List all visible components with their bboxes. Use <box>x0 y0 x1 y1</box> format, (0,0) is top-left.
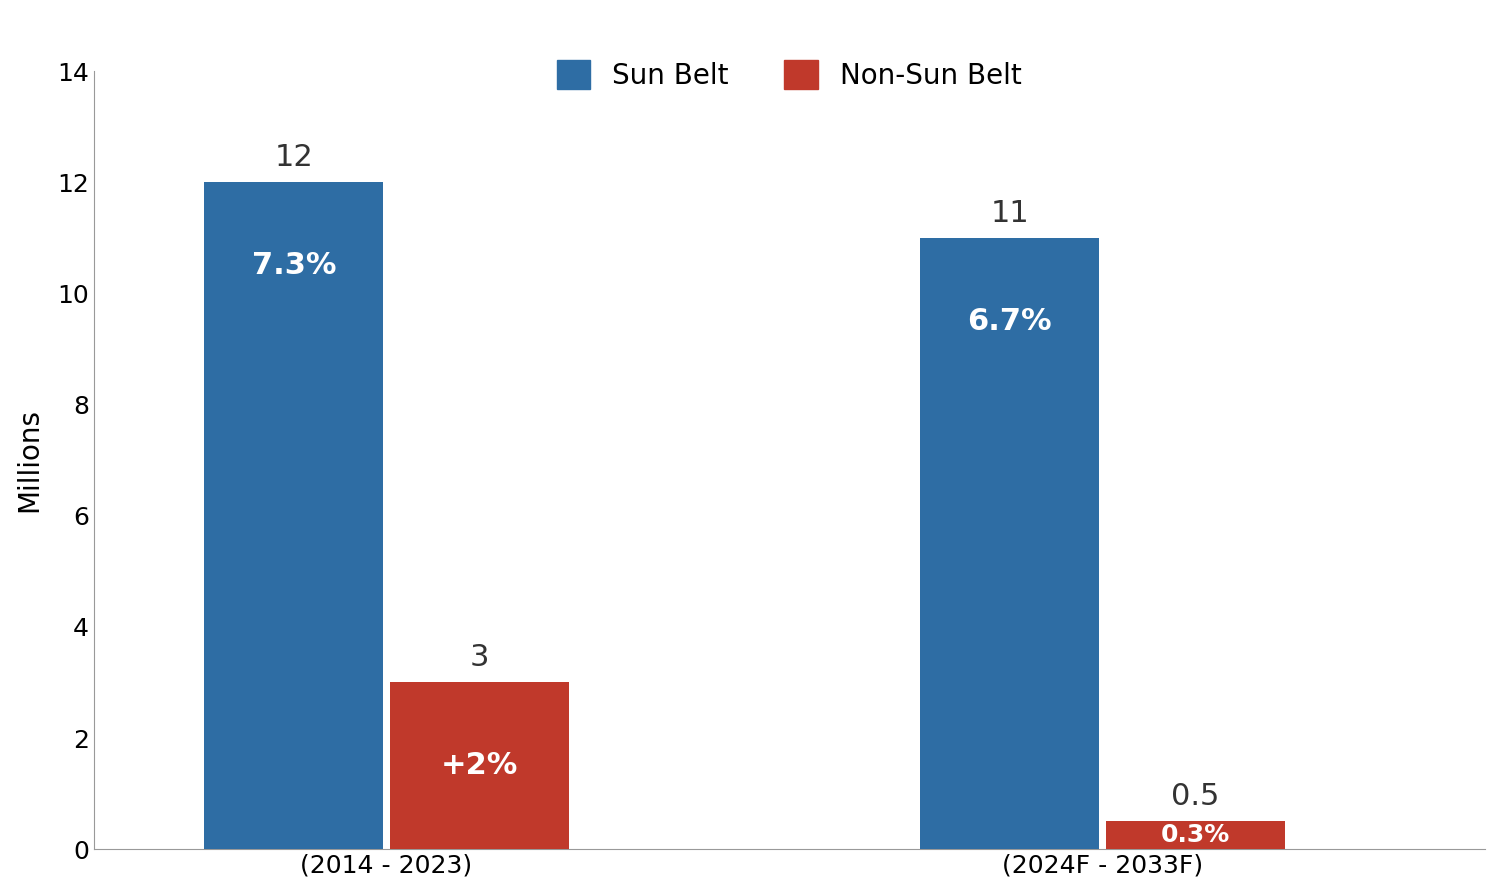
Text: 3: 3 <box>470 644 489 672</box>
Text: 0.5: 0.5 <box>1172 782 1219 812</box>
Text: 0.3%: 0.3% <box>1161 823 1230 847</box>
Bar <box>390 682 568 849</box>
Bar <box>921 238 1100 849</box>
Text: +2%: +2% <box>441 751 518 780</box>
Text: 11: 11 <box>990 199 1029 228</box>
Text: 12: 12 <box>274 144 314 172</box>
Y-axis label: Millions: Millions <box>15 408 44 513</box>
Bar <box>1106 822 1286 849</box>
Text: 6.7%: 6.7% <box>968 307 1052 336</box>
Text: 7.3%: 7.3% <box>252 251 336 280</box>
Legend: Sun Belt, Non-Sun Belt: Sun Belt, Non-Sun Belt <box>543 46 1035 104</box>
Bar <box>204 182 384 849</box>
